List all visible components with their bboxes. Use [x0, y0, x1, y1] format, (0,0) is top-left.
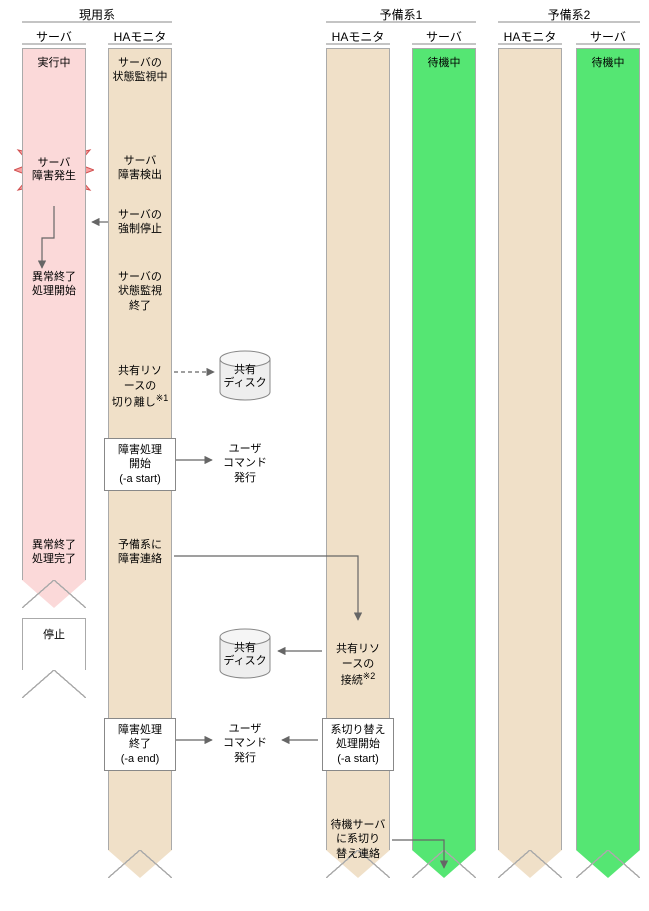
- cylinder-shared-disk-2: 共有 ディスク: [218, 628, 272, 676]
- label-notify-standby-server: 待機サーバ に系切り 替え連絡: [326, 818, 390, 861]
- label-user-cmd-2: ユーザ コマンド 発行: [216, 722, 274, 765]
- label-detect: サーバ 障害検出: [108, 154, 172, 183]
- header-standby2-server: サーバ: [576, 28, 640, 45]
- label-abend-done: 異常終了 処理完了: [22, 538, 86, 567]
- box-fault-start: 障害処理 開始 (-a start): [104, 438, 176, 491]
- label-monitoring: サーバの 状態監視中: [108, 56, 172, 85]
- label-notify-standby: 予備系に 障害連絡: [108, 538, 172, 567]
- header-standby1-server: サーバ: [412, 28, 476, 45]
- label-detach: 共有リソ ースの 切り離し※1: [108, 350, 172, 410]
- cylinder-shared-disk-1: 共有 ディスク: [218, 350, 272, 398]
- group-standby2: 予備系2: [498, 6, 640, 23]
- lane-standby2-monitor: [498, 48, 562, 878]
- header-active-monitor: HAモニタ: [108, 28, 172, 45]
- lane-active-server: 実行中 サーバ 障害発生 異常終了 処理開始 異常終了 処理完了 停止: [22, 48, 86, 878]
- group-active: 現用系: [22, 6, 172, 23]
- label-stopped: 停止: [22, 628, 86, 642]
- label-user-cmd-1: ユーザ コマンド 発行: [216, 442, 274, 485]
- label-abend-start: 異常終了 処理開始: [22, 270, 86, 299]
- header-standby2-monitor: HAモニタ: [498, 28, 562, 45]
- label-standby2-waiting: 待機中: [576, 56, 640, 70]
- box-switch-start: 系切り替え 処理開始 (-a start): [322, 718, 394, 771]
- label-connect-resource: 共有リソ ースの 接続※2: [326, 628, 390, 688]
- label-force-stop: サーバの 強制停止: [108, 208, 172, 237]
- starburst-fault: サーバ 障害発生: [20, 136, 88, 204]
- lane-standby1-server: 待機中: [412, 48, 476, 878]
- header-standby1-monitor: HAモニタ: [326, 28, 390, 45]
- header-active-server: サーバ: [22, 28, 86, 45]
- label-monitor-end: サーバの 状態監視 終了: [108, 270, 172, 313]
- label-running: 実行中: [22, 56, 86, 70]
- group-standby1: 予備系1: [326, 6, 476, 23]
- label-standby1-waiting: 待機中: [412, 56, 476, 70]
- box-fault-end: 障害処理 終了 (-a end): [104, 718, 176, 771]
- lane-standby2-server: 待機中: [576, 48, 640, 878]
